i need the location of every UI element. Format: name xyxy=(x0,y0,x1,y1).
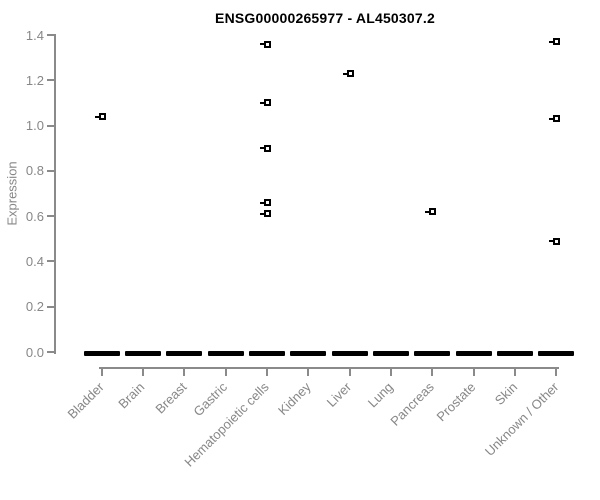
outlier-box xyxy=(263,199,271,207)
x-tick-label: Unknown / Other xyxy=(481,379,562,459)
outlier-whisker xyxy=(259,147,264,150)
x-tick xyxy=(389,368,392,376)
outlier-box xyxy=(263,99,271,107)
y-axis-title: Expression xyxy=(4,161,20,226)
y-tick-label: 0.2 xyxy=(25,299,44,315)
outlier-point xyxy=(549,37,561,46)
outlier-point xyxy=(259,144,272,153)
x-tick xyxy=(141,368,144,376)
x-tick-label: Pancreas xyxy=(387,379,438,429)
median-bar-zero xyxy=(290,350,327,356)
x-tick-label: Breast xyxy=(151,379,190,417)
outlier-box xyxy=(98,113,106,120)
x-tick xyxy=(265,368,268,376)
outlier-box xyxy=(263,210,271,218)
y-tick xyxy=(47,215,54,218)
x-tick-label: Brain xyxy=(115,379,148,412)
x-tick-label: Gastric xyxy=(190,379,231,420)
outlier-point xyxy=(259,198,272,207)
x-tick-label: Kidney xyxy=(274,379,314,419)
median-bar-zero xyxy=(83,350,120,356)
x-axis-line xyxy=(99,367,559,369)
outlier-whisker xyxy=(342,72,347,75)
median-bar-zero xyxy=(207,350,244,356)
median-bar-zero xyxy=(414,350,451,356)
x-tick xyxy=(100,368,103,376)
y-tick-label: 0.6 xyxy=(25,208,44,224)
outlier-box xyxy=(263,144,271,152)
outlier-box xyxy=(429,208,437,216)
x-tick xyxy=(431,368,434,376)
outlier-box xyxy=(553,237,561,245)
y-tick xyxy=(47,351,54,353)
outlier-whisker xyxy=(549,40,554,43)
outlier-whisker xyxy=(259,212,264,215)
x-tick-label: Lung xyxy=(364,379,396,411)
median-bar-zero xyxy=(166,350,203,356)
y-tick-label: 0.0 xyxy=(25,344,44,360)
x-tick xyxy=(348,368,351,376)
median-bar-zero xyxy=(497,350,533,356)
outlier-box xyxy=(346,70,354,77)
outlier-whisker xyxy=(425,210,430,213)
outlier-whisker xyxy=(94,115,99,118)
outlier-point xyxy=(259,209,272,218)
x-tick xyxy=(307,368,310,376)
median-bar-zero xyxy=(538,350,575,356)
outlier-point xyxy=(342,69,355,78)
median-bar-zero xyxy=(372,350,409,356)
x-tick-label: Bladder xyxy=(64,379,107,422)
median-bar-zero xyxy=(455,350,492,356)
y-tick xyxy=(47,305,54,308)
x-tick-label: Liver xyxy=(324,379,355,410)
y-tick-label: 1.0 xyxy=(25,118,44,134)
y-tick-label: 0.4 xyxy=(25,253,44,269)
outlier-whisker xyxy=(259,201,264,204)
y-axis-line xyxy=(54,34,56,354)
outlier-point xyxy=(259,98,272,107)
chart-title: ENSG00000265977 - AL450307.2 xyxy=(215,10,435,26)
y-tick xyxy=(47,260,54,263)
x-tick xyxy=(224,368,227,376)
x-tick xyxy=(514,368,516,376)
y-tick xyxy=(47,124,54,127)
outlier-whisker xyxy=(259,101,264,104)
outlier-point xyxy=(259,40,272,49)
outlier-point xyxy=(549,237,561,246)
median-bar-zero xyxy=(331,350,368,356)
median-bar-zero xyxy=(124,350,161,356)
y-tick xyxy=(47,79,54,82)
outlier-point xyxy=(425,207,437,216)
outlier-box xyxy=(263,40,271,48)
outlier-whisker xyxy=(549,117,554,120)
x-tick xyxy=(555,368,558,376)
y-tick xyxy=(47,169,54,172)
x-tick-label: Hematopoietic cells xyxy=(181,379,272,470)
x-tick-label: Skin xyxy=(491,379,520,408)
y-tick-label: 0.8 xyxy=(25,163,44,179)
outlier-box xyxy=(553,115,561,123)
outlier-point xyxy=(549,114,561,123)
y-tick-label: 1.4 xyxy=(25,27,44,43)
y-tick xyxy=(47,34,54,36)
x-tick xyxy=(472,368,475,376)
y-tick-label: 1.2 xyxy=(25,72,44,88)
x-tick-label: Prostate xyxy=(433,379,479,425)
x-tick xyxy=(183,368,186,376)
outlier-box xyxy=(553,38,561,46)
outlier-whisker xyxy=(259,43,264,46)
outlier-whisker xyxy=(549,240,554,243)
median-bar-zero xyxy=(248,350,285,356)
outlier-point xyxy=(94,112,107,121)
